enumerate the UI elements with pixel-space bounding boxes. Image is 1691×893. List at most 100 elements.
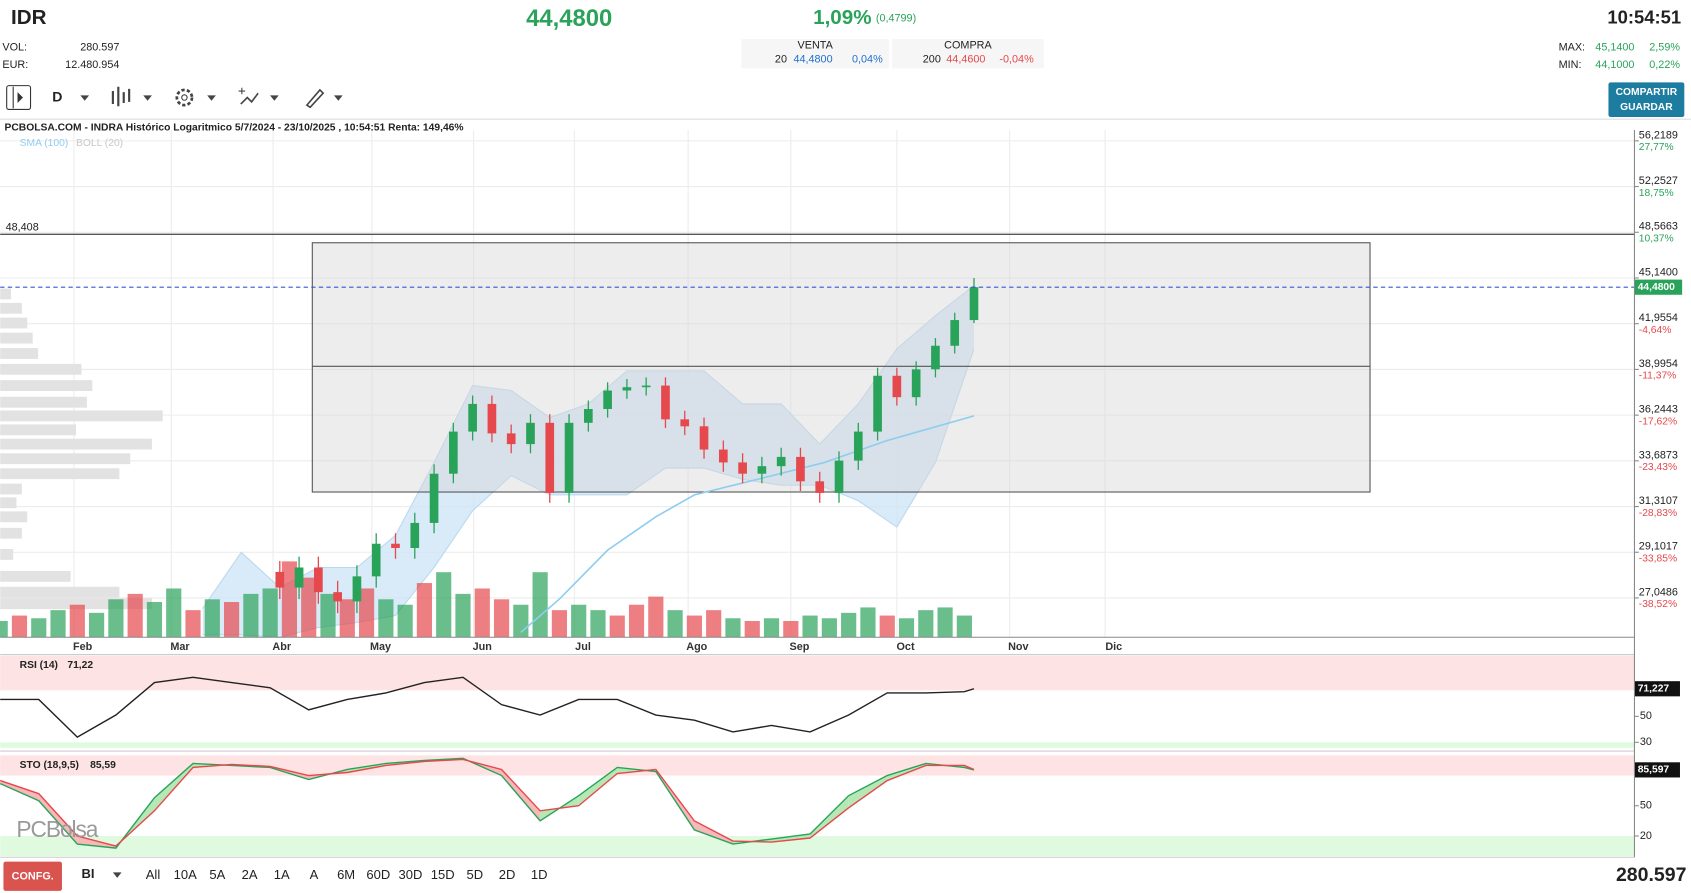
volume-bar (763, 618, 780, 638)
x-tick-label: Dic (1105, 641, 1122, 653)
range-button[interactable]: 2A (242, 867, 258, 882)
volume-bar (11, 615, 28, 638)
share-save-button[interactable]: COMPARTIR GUARDAR (1608, 82, 1685, 118)
volume-bar (706, 610, 722, 638)
volume-bar (609, 615, 625, 638)
range-button[interactable]: 30D (399, 867, 423, 882)
candle-body (410, 522, 420, 548)
candle-body (815, 481, 825, 493)
candle-body (314, 567, 323, 593)
range-button[interactable]: All (146, 867, 161, 882)
candle-body (352, 576, 362, 602)
y-tick-label: 56,2189 (1639, 129, 1678, 141)
volume-bar (571, 604, 587, 638)
mode-label: BI (81, 866, 94, 881)
eur-label: EUR: (2, 59, 28, 71)
period-button[interactable]: D (52, 88, 90, 104)
range-button[interactable]: 5A (209, 867, 225, 882)
volume-bar (166, 588, 182, 638)
drawn-box (311, 242, 1371, 493)
candle-body (429, 473, 439, 523)
profile-bar (0, 410, 163, 422)
volume-bar (628, 604, 645, 638)
range-label: 30D (399, 867, 423, 882)
range-button[interactable]: 5D (467, 867, 484, 882)
indicator-tag (1634, 681, 1680, 697)
volume-bar (416, 583, 433, 638)
indicator-value: 85,59 (90, 760, 116, 771)
indicator-title: RSI (14) (20, 660, 58, 671)
profile-bar (0, 438, 152, 450)
indicator-title: STO (18,9,5) (20, 760, 79, 771)
max-pct: 2,59% (1649, 42, 1680, 54)
compra-price: 44,4600 (946, 53, 985, 65)
volume-bar (108, 599, 124, 638)
mode-button[interactable]: BI (81, 866, 122, 881)
range-label: A (310, 867, 319, 882)
profile-bar (0, 288, 12, 300)
candle-body (757, 466, 767, 474)
volume-bar (918, 610, 934, 638)
volume-bar (474, 588, 490, 638)
volume-bar (590, 610, 606, 638)
profile-bar (0, 424, 77, 436)
profile-bar (0, 570, 71, 582)
vol-label: VOL: (2, 42, 27, 54)
config-button[interactable]: CONFG. (3, 861, 62, 891)
chart-type-button[interactable] (111, 86, 152, 107)
volume-bar (378, 599, 394, 638)
sto-fill (578, 767, 618, 806)
range-label: 1D (531, 867, 548, 882)
indicator-value: 71,22 (67, 660, 93, 671)
candles (275, 277, 979, 633)
candle-body (449, 431, 458, 474)
y-tick-change: -33,85% (1639, 553, 1677, 564)
x-tick-label: Jul (575, 641, 591, 653)
zone (0, 755, 1635, 776)
range-button[interactable]: 1A (274, 867, 290, 882)
range-button[interactable]: 6M (337, 867, 355, 882)
range-button[interactable]: A (310, 867, 319, 882)
settings-button[interactable] (175, 88, 216, 107)
volume-bar (648, 596, 664, 638)
y-tick-change: -23,43% (1639, 462, 1677, 473)
x-tick-label: Feb (73, 641, 93, 653)
y-tick-label: 20 (1640, 830, 1652, 842)
y-tick-label: 50 (1640, 800, 1652, 812)
volume-profile (0, 288, 163, 610)
y-tick-change: -28,83% (1639, 508, 1677, 519)
volume-bar (821, 618, 837, 638)
range-button[interactable]: 1D (531, 867, 548, 882)
volume-bar (31, 618, 47, 638)
range-button[interactable]: 60D (366, 867, 390, 882)
profile-bar (0, 549, 14, 560)
y-tick-change: -38,52% (1639, 599, 1677, 610)
change-abs: (0,4799) (876, 12, 916, 24)
volume (0, 561, 972, 638)
sto-fill (501, 769, 541, 821)
profile-bar (0, 511, 28, 523)
venta-box (741, 39, 889, 69)
footer: CONFG. BI 280.597 All 10A 5A 2A 1A A 6M 60D 30D 1… (3, 861, 1686, 891)
indicators-button[interactable] (238, 87, 279, 105)
range-label: All (146, 867, 161, 882)
range-label: 1A (274, 867, 290, 882)
candle-body (699, 426, 709, 450)
indicator-line (0, 757, 975, 849)
draw-button[interactable] (305, 88, 343, 109)
volume-bar (89, 612, 105, 638)
profile-bar (0, 302, 22, 314)
profile-bar (0, 527, 22, 539)
y-tick-label: 29,1017 (1639, 541, 1678, 553)
venta-label: VENTA (797, 39, 833, 51)
range-button[interactable]: 10A (174, 867, 197, 882)
volume-bar (493, 599, 510, 638)
candle-body (718, 449, 728, 463)
range-button[interactable]: 15D (431, 867, 455, 882)
panel-toggle[interactable] (6, 85, 32, 110)
sto-fill (38, 793, 78, 845)
volume-bar (725, 618, 741, 638)
candle-body (564, 422, 574, 493)
range-button[interactable]: 2D (499, 867, 516, 882)
y-tick-label: 50 (1640, 710, 1652, 722)
